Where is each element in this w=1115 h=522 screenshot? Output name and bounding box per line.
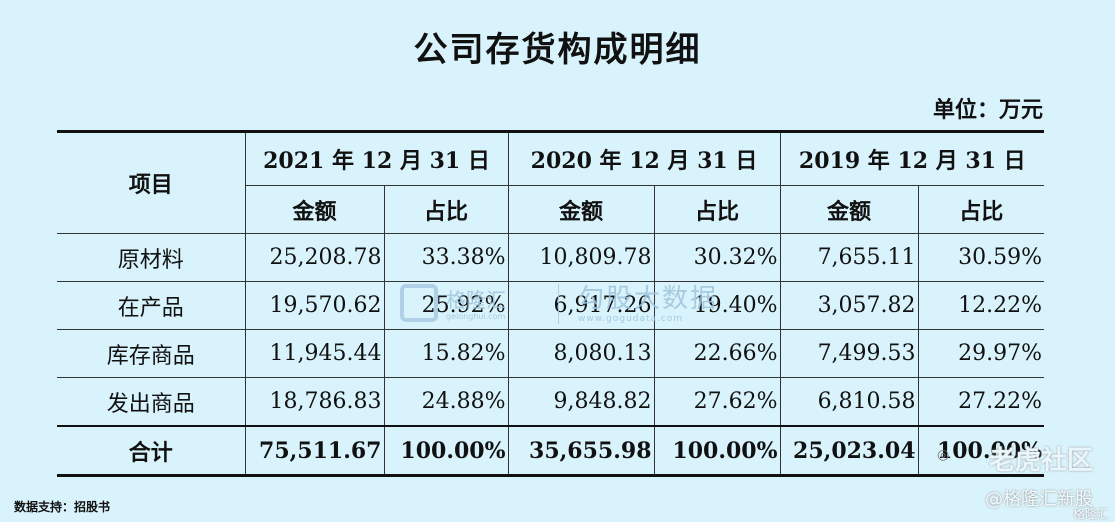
cell-amount-2020: 9,848.82 <box>507 377 655 427</box>
total-amount-2019: 25,023.04 <box>779 425 919 476</box>
watermark-brand: 格隆汇 <box>446 288 506 312</box>
cell-share-2021: 33.38% <box>383 233 509 282</box>
cell-share-2019: 29.97% <box>917 329 1045 378</box>
source-note: 数据支持：招股书 <box>14 500 111 514</box>
row-label: 在产品 <box>57 281 246 330</box>
total-share-2019: 100.00% <box>917 425 1045 476</box>
cell-amount-2019: 6,810.58 <box>779 377 919 427</box>
watermark-data-brand: 勾股大数据 <box>578 284 719 314</box>
unit-label: 单位：万元 <box>932 97 1043 123</box>
total-amount-2021: 75,511.67 <box>244 425 385 476</box>
table-total-row: 合计 75,511.67 100.00% 35,655.98 100.00% 2… <box>57 425 1045 476</box>
subheader-share: 占比 <box>917 185 1045 234</box>
subheader-share: 占比 <box>653 185 781 234</box>
tiger-eye-icon: ◎ <box>937 447 950 463</box>
cell-share-2021: 24.88% <box>383 377 509 427</box>
period-header-2019: 2019 年 12 月 31 日 <box>779 131 1045 186</box>
cell-amount-2021: 11,945.44 <box>244 329 385 378</box>
total-share-2020: 100.00% <box>653 425 781 476</box>
row-label: 库存商品 <box>57 329 246 378</box>
watermark-brand-url: gelonghui.com <box>446 312 506 321</box>
cell-amount-2021: 19,570.62 <box>244 281 385 330</box>
total-share-2021: 100.00% <box>383 425 509 476</box>
corner-watermark-brand: 格隆汇 <box>1072 507 1109 521</box>
center-watermark: 格隆汇 gelonghui.com 勾股大数据 www.gogudata.com <box>400 284 730 328</box>
item-header: 项目 <box>57 131 246 234</box>
cell-amount-2020: 6,917.26 <box>507 281 655 330</box>
total-label: 合计 <box>57 425 246 476</box>
corner-watermark-author: @格隆汇新股 <box>985 489 1093 510</box>
subheader-share: 占比 <box>383 185 509 234</box>
table-header-row-metrics: 金额 占比 金额 占比 金额 占比 <box>57 185 1045 234</box>
page-title: 公司存货构成明细 <box>413 30 702 70</box>
subheader-amount: 金额 <box>245 185 385 234</box>
corner-watermark-community: 老虎社区 <box>988 446 1093 476</box>
cell-amount-2019: 3,057.82 <box>779 281 919 330</box>
cell-share-2020: 22.66% <box>653 329 781 378</box>
table-row: 库存商品 11,945.44 15.82% 8,080.13 22.66% 7,… <box>57 329 1045 378</box>
watermark-data-url: www.gogudata.com <box>578 314 684 324</box>
period-header-2020: 2020 年 12 月 31 日 <box>507 131 781 186</box>
cell-amount-2019: 7,655.11 <box>779 233 919 282</box>
cell-share-2019: 30.59% <box>917 233 1045 282</box>
watermark-divider <box>558 284 559 324</box>
cell-share-2019: 12.22% <box>917 281 1045 330</box>
cell-share-2020: 19.40% <box>653 281 781 330</box>
total-amount-2020: 35,655.98 <box>507 425 655 476</box>
table-row: 发出商品 18,786.83 24.88% 9,848.82 27.62% 6,… <box>57 377 1045 427</box>
cell-amount-2021: 25,208.78 <box>244 233 385 282</box>
cell-share-2020: 27.62% <box>653 377 781 427</box>
row-label: 原材料 <box>57 233 246 282</box>
cell-amount-2020: 10,809.78 <box>507 233 655 282</box>
cell-amount-2021: 18,786.83 <box>244 377 385 427</box>
table-row: 原材料 25,208.78 33.38% 10,809.78 30.32% 7,… <box>57 233 1045 282</box>
subheader-amount: 金额 <box>779 185 919 234</box>
cell-share-2021: 15.82% <box>383 329 509 378</box>
period-header-2021: 2021 年 12 月 31 日 <box>244 131 509 186</box>
cell-share-2019: 27.22% <box>917 377 1045 427</box>
row-label: 发出商品 <box>57 377 246 427</box>
cell-share-2020: 30.32% <box>653 233 781 282</box>
table-header-row-periods: 项目 2021 年 12 月 31 日 2020 年 12 月 31 日 201… <box>57 131 1045 234</box>
watermark-logo-icon <box>400 284 438 322</box>
cell-amount-2020: 8,080.13 <box>507 329 655 378</box>
cell-amount-2019: 7,499.53 <box>779 329 919 378</box>
subheader-amount: 金额 <box>507 185 655 234</box>
